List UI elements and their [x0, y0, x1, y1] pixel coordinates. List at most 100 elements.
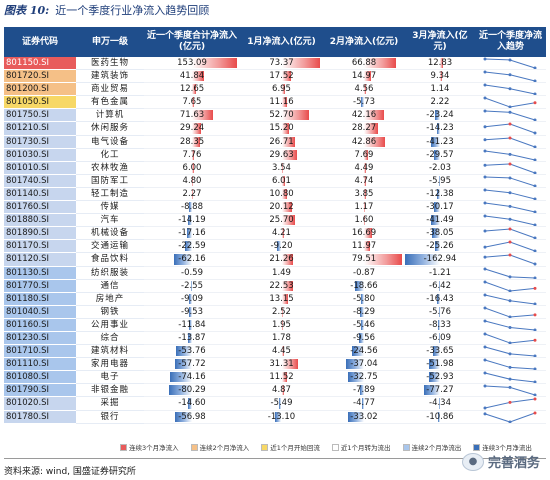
- trend-sparkline: [475, 293, 546, 306]
- negative-bar: [189, 306, 192, 317]
- flow-value: -2.55: [181, 280, 203, 291]
- trend-point: [483, 188, 487, 192]
- positive-bar: [192, 162, 194, 173]
- trend-point: [533, 313, 537, 317]
- trend-sparkline: [475, 70, 546, 84]
- flow-value: -9.09: [181, 293, 203, 304]
- trend-sparkline: [475, 240, 546, 254]
- flow-value: -18.66: [350, 280, 378, 291]
- flow-value: -0.59: [181, 267, 203, 278]
- trend-point: [533, 171, 537, 174]
- positive-bar: [281, 97, 288, 108]
- trend-sparkline: [475, 136, 546, 149]
- negative-bar: [191, 280, 192, 291]
- positive-bar: [364, 241, 370, 252]
- table-row: 801720.SI 建筑装饰 41.84 17.52 14.97 9.34: [4, 70, 546, 84]
- flow-value: 12.65: [179, 84, 205, 95]
- flow-total: -14.19: [144, 214, 240, 228]
- flow-value: -14.19: [178, 215, 206, 226]
- flow-value: -41.49: [426, 215, 454, 226]
- trend-point: [508, 162, 512, 166]
- trend-point: [483, 96, 487, 100]
- trend-point: [483, 293, 487, 297]
- industry-name: 轻工制造: [76, 188, 144, 202]
- security-code: 801230.SI: [4, 331, 76, 346]
- flow-m2: -8.29: [323, 306, 405, 319]
- trend-point: [483, 109, 487, 113]
- flow-value: 4.56: [354, 84, 374, 95]
- table-body: 801150.SI 医药生物 153.09 73.37 66.88 12.83 801720…: [4, 57, 546, 424]
- trend-point: [533, 411, 537, 415]
- industry-name: 银行: [76, 411, 144, 424]
- trend-sparkline: [475, 345, 546, 359]
- positive-bar: [281, 149, 297, 160]
- negative-bar: [405, 254, 440, 265]
- security-code: 801120.SI: [4, 253, 76, 267]
- flow-m2: -5.80: [323, 293, 405, 306]
- industry-name: 国防军工: [76, 175, 144, 188]
- negative-bar: [189, 293, 192, 304]
- trend-point: [533, 92, 537, 96]
- trend-sparkline: [475, 411, 546, 424]
- positive-bar: [364, 71, 372, 82]
- flow-value: 14.97: [351, 71, 377, 82]
- flow-total: -22.59: [144, 240, 240, 254]
- security-code: 801780.SI: [4, 410, 76, 424]
- trend-point: [483, 280, 487, 284]
- flow-m1: 29.63: [240, 149, 323, 162]
- trend-point: [533, 101, 537, 105]
- flow-value: -77.27: [426, 385, 454, 396]
- positive-bar: [364, 84, 367, 95]
- industry-name: 采掘: [76, 397, 144, 411]
- flow-m1: 11.16: [240, 96, 323, 110]
- flow-value: -17.16: [178, 228, 206, 239]
- legend-swatch: [120, 443, 127, 451]
- trend-point: [533, 145, 537, 148]
- trend-point: [508, 325, 512, 329]
- flow-m2: -32.75: [323, 371, 405, 385]
- flow-m1: 25.70: [240, 214, 323, 228]
- security-code: 801750.SI: [4, 109, 76, 123]
- flow-m1: 4.21: [240, 227, 323, 241]
- flow-m3: -52.93: [405, 371, 475, 385]
- negative-bar: [361, 293, 364, 304]
- positive-bar: [281, 346, 284, 357]
- negative-bar: [278, 398, 282, 409]
- trend-point: [508, 352, 512, 356]
- flow-total: 7.65: [144, 96, 240, 110]
- flow-m1: 4.45: [240, 345, 323, 359]
- negative-bar: [360, 306, 364, 317]
- flow-value: 41.84: [179, 71, 205, 82]
- flow-value: 4.80: [182, 175, 202, 186]
- security-code: 801200.SI: [4, 83, 76, 97]
- flow-value: -162.94: [423, 254, 457, 265]
- flow-m3: -2.03: [405, 162, 475, 175]
- trend-sparkline: [475, 332, 546, 346]
- flow-value: -37.04: [350, 359, 378, 370]
- flow-value: -5.49: [270, 398, 293, 409]
- industry-name: 有色金属: [76, 96, 144, 110]
- flow-value: -56.98: [178, 411, 206, 422]
- flow-m3: -41.49: [405, 214, 475, 228]
- legend-swatch: [261, 443, 269, 451]
- table-row: 801170.SI 交通运输 -22.59 -9.20 11.97 -25.26: [4, 240, 546, 254]
- flow-value: 153.09: [177, 58, 207, 68]
- negative-bar: [354, 280, 364, 291]
- figure-label: 图表 10:: [4, 4, 50, 17]
- industry-name: 传媒: [76, 201, 144, 215]
- negative-bar: [438, 332, 440, 344]
- security-code: 801030.SI: [4, 148, 76, 162]
- trend-sparkline: [475, 96, 546, 110]
- negative-bar: [175, 359, 192, 370]
- flow-m1: 3.54: [240, 162, 323, 175]
- flow-value: 10.80: [269, 188, 294, 199]
- flow-value: -14.23: [426, 123, 454, 134]
- flow-total: -62.16: [144, 253, 240, 267]
- flow-value: -22.59: [178, 241, 206, 252]
- trend-point: [508, 58, 512, 62]
- flow-value: 11.16: [269, 97, 294, 108]
- legend-swatch: [331, 443, 339, 451]
- negative-bar: [439, 398, 440, 409]
- trend-point: [533, 118, 537, 122]
- source-note: 资料来源: wind, 国盛证券研究所: [4, 467, 136, 477]
